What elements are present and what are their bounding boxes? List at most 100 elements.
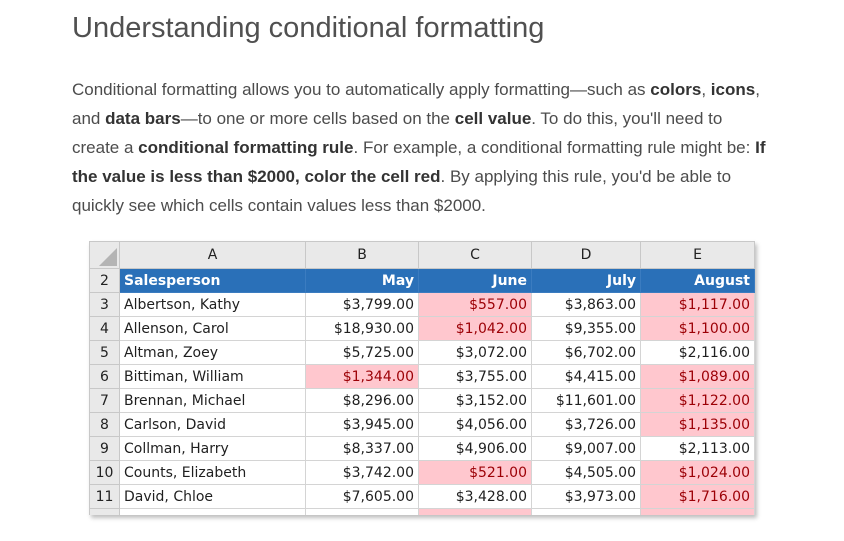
header-cell-june[interactable]: June bbox=[418, 268, 532, 293]
value-cell[interactable]: $3,072.00 bbox=[418, 340, 532, 365]
value-cell[interactable]: $3,428.00 bbox=[418, 484, 532, 509]
highlighted-value-cell[interactable]: $521.00 bbox=[418, 460, 532, 485]
row-number[interactable]: 7 bbox=[89, 388, 120, 413]
table-row: 5 Altman, Zoey $5,725.00 $3,072.00 $6,702.00… bbox=[89, 340, 755, 365]
header-cell-august[interactable]: August bbox=[640, 268, 755, 293]
partial-table-row bbox=[89, 508, 755, 515]
value-cell[interactable]: $11,601.00 bbox=[531, 388, 641, 413]
value-cell[interactable]: $3,726.00 bbox=[531, 412, 641, 437]
highlighted-value-cell bbox=[418, 508, 532, 515]
table-row: 6 Bittiman, William $1,344.00 $3,755.00 $4,4… bbox=[89, 364, 755, 389]
header-cell-may[interactable]: May bbox=[305, 268, 419, 293]
salesperson-cell bbox=[119, 508, 306, 515]
value-cell[interactable]: $4,056.00 bbox=[418, 412, 532, 437]
row-number[interactable]: 5 bbox=[89, 340, 120, 365]
header-cell-july[interactable]: July bbox=[531, 268, 641, 293]
highlighted-value-cell[interactable]: $1,089.00 bbox=[640, 364, 755, 389]
highlighted-value-cell bbox=[640, 508, 755, 515]
salesperson-cell[interactable]: Altman, Zoey bbox=[119, 340, 306, 365]
row-number[interactable]: 3 bbox=[89, 292, 120, 317]
intro-paragraph: Conditional formatting allows you to aut… bbox=[72, 75, 772, 220]
column-letter-d[interactable]: D bbox=[531, 241, 641, 269]
salesperson-cell[interactable]: Collman, Harry bbox=[119, 436, 306, 461]
page-title: Understanding conditional formatting bbox=[72, 12, 545, 44]
row-number[interactable]: 6 bbox=[89, 364, 120, 389]
intro-bold-term: cell value bbox=[454, 109, 532, 128]
value-cell[interactable]: $18,930.00 bbox=[305, 316, 419, 341]
table-row: 7 Brennan, Michael $8,296.00 $3,152.00 $11,6… bbox=[89, 388, 755, 413]
intro-text: , bbox=[701, 80, 711, 99]
value-cell[interactable]: $8,296.00 bbox=[305, 388, 419, 413]
select-all-corner bbox=[89, 241, 120, 269]
value-cell[interactable]: $3,863.00 bbox=[531, 292, 641, 317]
table-row: 9 Collman, Harry $8,337.00 $4,906.00 $9,007.… bbox=[89, 436, 755, 461]
row-number[interactable]: 4 bbox=[89, 316, 120, 341]
salesperson-cell[interactable]: David, Chloe bbox=[119, 484, 306, 509]
column-letter-c[interactable]: C bbox=[418, 241, 532, 269]
value-cell[interactable]: $3,799.00 bbox=[305, 292, 419, 317]
salesperson-cell[interactable]: Counts, Elizabeth bbox=[119, 460, 306, 485]
intro-bold-term: icons bbox=[710, 80, 756, 99]
value-cell[interactable]: $9,007.00 bbox=[531, 436, 641, 461]
intro-text: . For example, a conditional formatting … bbox=[353, 138, 756, 157]
highlighted-value-cell[interactable]: $1,042.00 bbox=[418, 316, 532, 341]
value-cell[interactable]: $3,945.00 bbox=[305, 412, 419, 437]
highlighted-value-cell[interactable]: $557.00 bbox=[418, 292, 532, 317]
highlighted-value-cell[interactable]: $1,135.00 bbox=[640, 412, 755, 437]
salesperson-cell[interactable]: Albertson, Kathy bbox=[119, 292, 306, 317]
column-letter-a[interactable]: A bbox=[119, 241, 306, 269]
value-cell[interactable]: $7,605.00 bbox=[305, 484, 419, 509]
value-cell[interactable]: $4,415.00 bbox=[531, 364, 641, 389]
intro-text: , and bbox=[72, 80, 760, 128]
row-number[interactable]: 9 bbox=[89, 436, 120, 461]
row-number[interactable]: 11 bbox=[89, 484, 120, 509]
value-cell[interactable]: $4,505.00 bbox=[531, 460, 641, 485]
row-number[interactable]: 10 bbox=[89, 460, 120, 485]
value-cell[interactable]: $9,355.00 bbox=[531, 316, 641, 341]
value-cell[interactable]: $6,702.00 bbox=[531, 340, 641, 365]
highlighted-value-cell[interactable]: $1,344.00 bbox=[305, 364, 419, 389]
intro-text: Conditional formatting allows you to aut… bbox=[72, 80, 651, 99]
highlighted-value-cell[interactable]: $1,716.00 bbox=[640, 484, 755, 509]
intro-bold-term: If the value is less than $2000, color t… bbox=[72, 138, 766, 186]
value-cell[interactable]: $3,152.00 bbox=[418, 388, 532, 413]
value-cell[interactable]: $4,906.00 bbox=[418, 436, 532, 461]
table-row: 10 Counts, Elizabeth $3,742.00 $521.00 $4,50… bbox=[89, 460, 755, 485]
intro-text: . To do this, you'll need to create a bbox=[72, 109, 723, 157]
table-row: 4 Allenson, Carol $18,930.00 $1,042.00 $9,35… bbox=[89, 316, 755, 341]
table-header-row: 2 Salesperson May June July August bbox=[89, 268, 755, 293]
value-cell[interactable]: $3,742.00 bbox=[305, 460, 419, 485]
column-letter-e[interactable]: E bbox=[640, 241, 755, 269]
column-letter-b[interactable]: B bbox=[305, 241, 419, 269]
value-cell[interactable]: $2,116.00 bbox=[640, 340, 755, 365]
value-cell bbox=[531, 508, 641, 515]
highlighted-value-cell[interactable]: $1,024.00 bbox=[640, 460, 755, 485]
row-number[interactable]: 8 bbox=[89, 412, 120, 437]
row-number: 2 bbox=[89, 268, 120, 293]
highlighted-value-cell[interactable]: $1,100.00 bbox=[640, 316, 755, 341]
table-row: 8 Carlson, David $3,945.00 $4,056.00 $3,726.… bbox=[89, 412, 755, 437]
value-cell[interactable]: $3,755.00 bbox=[418, 364, 532, 389]
value-cell[interactable]: $5,725.00 bbox=[305, 340, 419, 365]
header-cell-salesperson[interactable]: Salesperson bbox=[119, 268, 306, 293]
table-row: 3 Albertson, Kathy $3,799.00 $557.00 $3,863.… bbox=[89, 292, 755, 317]
value-cell[interactable]: $8,337.00 bbox=[305, 436, 419, 461]
value-cell[interactable]: $2,113.00 bbox=[640, 436, 755, 461]
row-number bbox=[89, 508, 120, 515]
salesperson-cell[interactable]: Brennan, Michael bbox=[119, 388, 306, 413]
intro-text: . By applying this rule, you'd be able t… bbox=[72, 167, 732, 215]
intro-bold-term: colors bbox=[650, 80, 702, 99]
salesperson-cell[interactable]: Allenson, Carol bbox=[119, 316, 306, 341]
salesperson-cell[interactable]: Bittiman, William bbox=[119, 364, 306, 389]
value-cell[interactable]: $3,973.00 bbox=[531, 484, 641, 509]
table-row: 11 David, Chloe $7,605.00 $3,428.00 $3,973.0… bbox=[89, 484, 755, 509]
intro-bold-term: data bars bbox=[105, 109, 181, 128]
intro-text: —to one or more cells based on the bbox=[180, 109, 455, 128]
intro-bold-term: conditional formatting rule bbox=[138, 138, 354, 157]
salesperson-cell[interactable]: Carlson, David bbox=[119, 412, 306, 437]
highlighted-value-cell[interactable]: $1,117.00 bbox=[640, 292, 755, 317]
highlighted-value-cell[interactable]: $1,122.00 bbox=[640, 388, 755, 413]
